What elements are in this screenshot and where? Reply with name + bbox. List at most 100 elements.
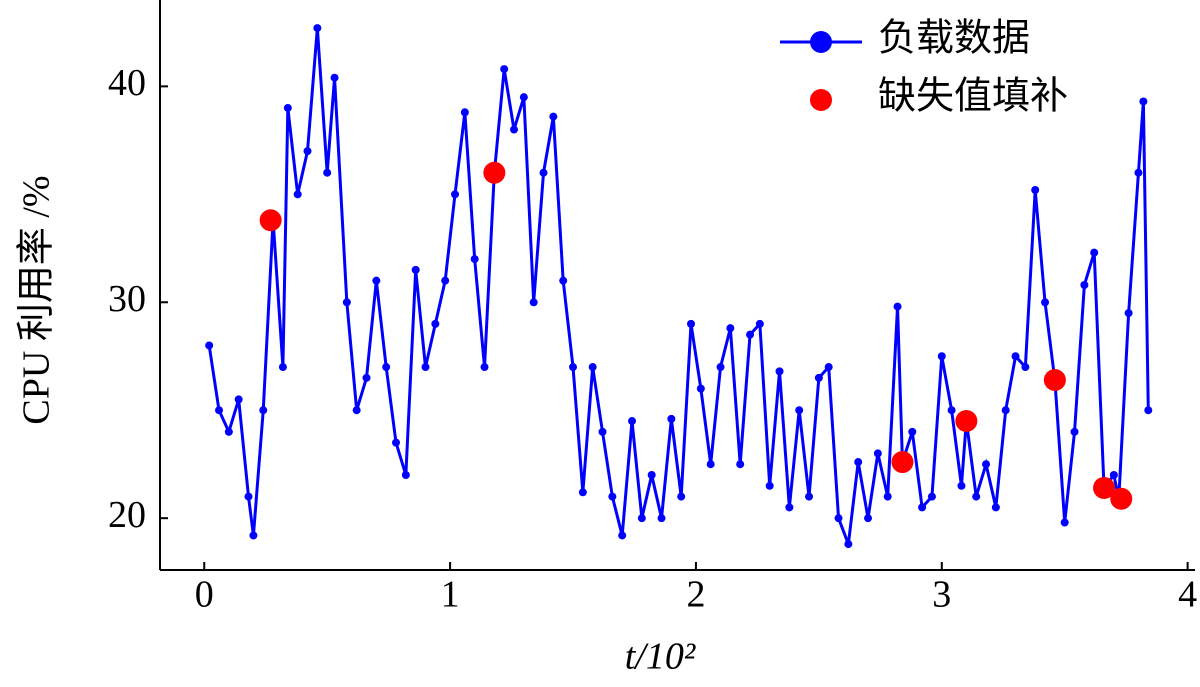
imputed-point bbox=[1093, 476, 1116, 499]
data-point bbox=[569, 363, 578, 372]
data-point bbox=[411, 265, 420, 274]
legend-label: 负载数据 bbox=[878, 18, 1030, 60]
data-point bbox=[814, 373, 823, 382]
data-point bbox=[392, 438, 401, 447]
data-point bbox=[918, 503, 927, 512]
data-point bbox=[687, 319, 696, 328]
data-point bbox=[1070, 427, 1079, 436]
data-point bbox=[991, 503, 1000, 512]
imputed-point bbox=[955, 410, 978, 433]
data-point bbox=[578, 488, 587, 497]
data-point bbox=[637, 514, 646, 523]
y-tick-label: 20 bbox=[108, 494, 146, 536]
data-point bbox=[947, 406, 956, 415]
data-point bbox=[972, 492, 981, 501]
data-point bbox=[431, 319, 440, 328]
data-point bbox=[205, 341, 214, 350]
data-point bbox=[1021, 363, 1030, 372]
data-point bbox=[982, 460, 991, 469]
data-point bbox=[342, 298, 351, 307]
data-point bbox=[460, 108, 469, 117]
data-point bbox=[244, 492, 253, 501]
x-tick-label: 1 bbox=[441, 574, 460, 616]
data-point bbox=[598, 427, 607, 436]
data-point bbox=[618, 531, 627, 540]
data-point bbox=[1011, 352, 1020, 361]
imputed-point bbox=[483, 161, 506, 184]
data-point bbox=[755, 319, 764, 328]
imputed-point bbox=[891, 451, 914, 474]
data-point bbox=[362, 373, 371, 382]
data-point bbox=[716, 363, 725, 372]
data-point bbox=[795, 406, 804, 415]
data-point bbox=[313, 24, 322, 33]
data-point bbox=[559, 276, 568, 285]
data-point bbox=[401, 471, 410, 479]
data-point bbox=[736, 460, 745, 469]
data-point bbox=[1060, 518, 1069, 527]
legend-label: 缺失值填补 bbox=[878, 76, 1068, 118]
data-point bbox=[549, 112, 558, 121]
data-point bbox=[539, 168, 548, 177]
data-point bbox=[957, 481, 966, 490]
data-point bbox=[1031, 186, 1040, 194]
data-point bbox=[1041, 298, 1050, 307]
data-point bbox=[519, 93, 528, 102]
legend-marker bbox=[810, 89, 832, 111]
data-point bbox=[224, 427, 233, 436]
x-axis-label: t/10² bbox=[625, 636, 696, 678]
data-point bbox=[824, 363, 833, 372]
data-point bbox=[1134, 168, 1143, 177]
data-point bbox=[249, 531, 258, 540]
y-axis-label: CPU 利用率 /% bbox=[16, 175, 58, 424]
imputed-point bbox=[1043, 369, 1066, 391]
data-line bbox=[207, 27, 1150, 545]
data-point bbox=[608, 492, 617, 501]
x-tick-label: 3 bbox=[932, 574, 951, 616]
data-point bbox=[421, 363, 430, 372]
data-point bbox=[657, 514, 666, 523]
data-point bbox=[706, 460, 715, 469]
data-point bbox=[677, 492, 686, 501]
x-tick-label: 4 bbox=[1178, 574, 1197, 616]
data-point bbox=[1139, 97, 1148, 106]
data-point bbox=[927, 492, 936, 501]
y-tick-label: 40 bbox=[108, 62, 146, 104]
data-point bbox=[667, 414, 676, 423]
data-point bbox=[1124, 309, 1133, 318]
data-point bbox=[588, 363, 597, 372]
legend-marker bbox=[810, 31, 832, 53]
data-point bbox=[323, 168, 332, 177]
data-point bbox=[1090, 248, 1099, 257]
data-point bbox=[647, 471, 656, 479]
data-point bbox=[1080, 281, 1089, 289]
data-point bbox=[480, 363, 489, 372]
data-point bbox=[854, 458, 863, 467]
data-point bbox=[293, 190, 302, 199]
data-point bbox=[1001, 406, 1010, 415]
data-point bbox=[259, 406, 268, 415]
data-point bbox=[529, 298, 538, 307]
data-point bbox=[283, 103, 292, 112]
data-point bbox=[864, 514, 873, 523]
data-point bbox=[278, 363, 287, 372]
data-point bbox=[628, 417, 637, 426]
data-point bbox=[726, 324, 735, 333]
data-point bbox=[1109, 471, 1118, 479]
data-point bbox=[908, 427, 917, 436]
data-point bbox=[873, 449, 882, 458]
y-tick-label: 30 bbox=[108, 278, 146, 320]
x-tick-label: 2 bbox=[686, 574, 705, 616]
data-point bbox=[352, 406, 361, 415]
data-point bbox=[303, 147, 312, 156]
data-point bbox=[215, 406, 224, 415]
data-point bbox=[470, 255, 479, 264]
data-point bbox=[510, 125, 519, 134]
imputed-point bbox=[1110, 487, 1133, 510]
data-point bbox=[696, 384, 705, 393]
data-point bbox=[451, 190, 460, 199]
data-point bbox=[765, 481, 774, 490]
data-point bbox=[746, 330, 755, 339]
